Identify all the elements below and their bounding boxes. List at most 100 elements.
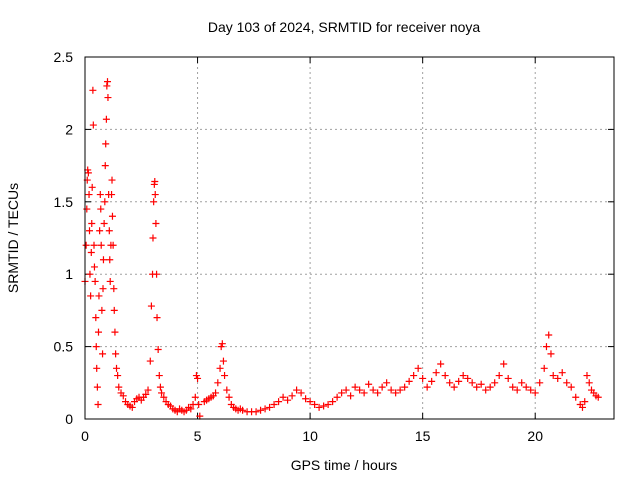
data-point [356,386,364,394]
data-point [464,374,472,382]
data-point [191,393,199,401]
data-point [545,331,553,339]
data-point [101,198,109,206]
data-point [87,248,95,256]
data-point [151,178,159,186]
data-point [333,393,341,401]
data-point [218,340,226,348]
data-point [110,306,118,314]
data-point [437,360,445,368]
data-point [410,372,418,380]
data-point [92,314,100,322]
axis-ticks: 0 5 10 15 20 0 0.5 1 1.5 2 2.5 [54,49,614,444]
data-point [214,379,222,387]
data-point [94,401,102,409]
data-point [97,241,105,249]
data-point [102,115,110,123]
data-point [152,220,160,228]
data-point [221,372,229,380]
data-point [99,285,107,293]
data-point [93,364,101,372]
data-point [153,314,161,322]
data-point [187,405,195,413]
data-point [83,205,91,213]
data-point [547,350,555,358]
data-point [100,220,108,228]
data-point [112,350,120,358]
data-point [369,386,377,394]
data-point [150,198,158,206]
data-point [99,350,107,358]
data-point [105,227,113,235]
data-point [195,401,203,409]
data-point [311,401,319,409]
data-point [106,277,114,285]
data-point [518,379,526,387]
data-point [527,386,535,394]
data-point [158,389,166,397]
data-point [315,403,323,411]
data-point [106,256,114,264]
data-point [156,383,164,391]
data-point [111,328,119,336]
data-point [387,386,395,394]
chart-title: Day 103 of 2024, SRMTID for receiver noy… [208,19,481,35]
data-point [324,401,332,409]
data-point [473,383,481,391]
data-point [194,374,202,382]
data-point [104,94,112,102]
y-tick-label: 2.5 [54,49,74,65]
data-point [113,364,121,372]
data-point [108,176,116,184]
data-point [279,393,287,401]
data-point [144,386,152,394]
data-point [374,389,382,397]
data-point [86,227,94,235]
data-points [81,78,602,420]
grid-lines [85,57,614,419]
data-point [104,78,112,86]
data-point [536,379,544,387]
x-tick-label: 20 [527,428,543,444]
data-point [90,241,98,249]
data-point [455,377,463,385]
data-point [160,393,168,401]
data-point [338,389,346,397]
data-point [219,357,227,365]
data-point [115,383,123,391]
data-point [554,374,562,382]
data-point [239,406,247,414]
data-point [96,191,104,199]
data-point [109,241,117,249]
data-point [491,379,499,387]
data-point [419,374,427,382]
data-point [477,380,485,388]
data-point [128,403,136,411]
data-point [432,369,440,377]
data-point [84,169,92,177]
data-point [89,86,97,94]
data-point [142,390,150,398]
data-point [288,392,296,400]
data-point [266,403,274,411]
data-point [270,401,278,409]
data-point [98,306,106,314]
data-point [96,227,104,235]
data-point [563,379,571,387]
data-point [486,383,494,391]
data-point [459,372,467,380]
y-tick-label: 0 [65,411,73,427]
data-point [85,191,93,199]
data-point [428,377,436,385]
data-point [90,263,98,271]
data-point [329,398,337,406]
x-tick-label: 0 [81,428,89,444]
data-point [347,392,355,400]
data-point [500,360,508,368]
data-point [360,389,368,397]
data-point [151,191,159,199]
data-point [261,405,269,413]
data-point [509,383,517,391]
data-point [583,372,591,380]
data-point [423,383,431,391]
